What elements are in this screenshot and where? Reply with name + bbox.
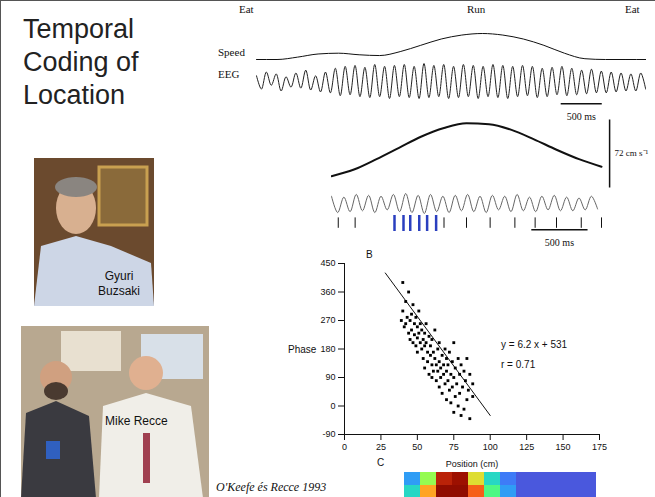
svg-text:270: 270 [320,315,335,325]
html-text:Eat: Eat [239,3,254,15]
html-text:B: B [366,249,373,260]
html-text:EEG: EEG [218,68,240,80]
svg-text:90: 90 [325,372,335,382]
html-text:y = 6.2 x + 531: y = 6.2 x + 531 [501,339,568,350]
html-text:Temporal Coding of Location: Temporal Coding of Location [23,14,139,110]
svg-text:500 ms: 500 ms [567,111,596,122]
html-text:Eat: Eat [625,3,640,15]
svg-text:75: 75 [449,442,459,452]
svg-text:-90: -90 [322,429,335,439]
html-text:Mike Recce: Mike Recce [105,414,168,428]
html-text:Phase: Phase [288,344,317,355]
svg-text:50: 50 [412,442,422,452]
svg-text:100: 100 [483,442,498,452]
html-text:Run: Run [467,3,486,15]
svg-text:72 cm s⁻¹: 72 cm s⁻¹ [615,148,649,158]
svg-text:175: 175 [592,442,607,452]
svg-text:125: 125 [519,442,534,452]
html-text:Speed: Speed [218,46,245,58]
html-text:r = 0.71: r = 0.71 [501,359,536,370]
html-text:O'Keefe és Recce 1993: O'Keefe és Recce 1993 [216,480,327,494]
svg-text:180: 180 [320,344,335,354]
html-text:C: C [377,457,385,468]
html-text:Gyuri Buzsaki: Gyuri Buzsaki [98,269,140,298]
svg-text:450: 450 [320,258,335,268]
svg-text:0: 0 [330,401,335,411]
svg-text:0: 0 [342,442,347,452]
svg-text:500 ms: 500 ms [545,237,574,248]
svg-text:25: 25 [376,442,386,452]
svg-text:Position (cm): Position (cm) [446,459,499,469]
svg-text:150: 150 [556,442,571,452]
svg-text:360: 360 [320,287,335,297]
